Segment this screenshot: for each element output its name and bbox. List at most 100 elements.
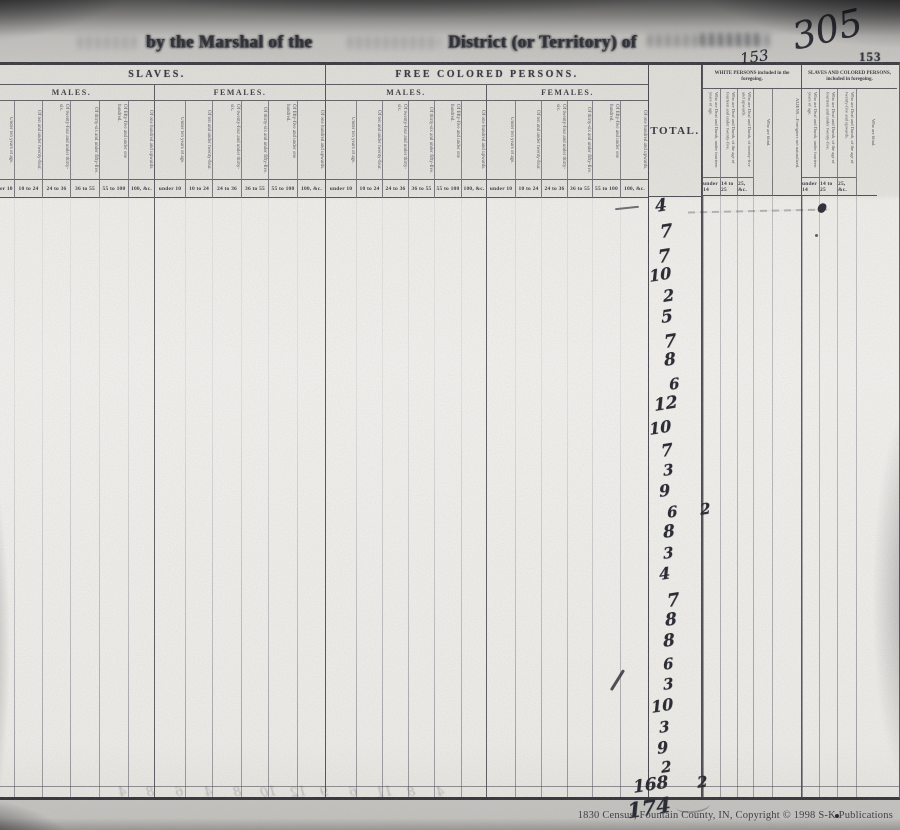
age-column: Of twenty-four and under thirty-six. 24 … — [42, 101, 70, 797]
age-columns: Under ten years of age. under 10 Of ten … — [0, 101, 154, 797]
sex-group-title: FEMALES. — [487, 85, 648, 101]
page-title-part2: District (or Territory) of — [448, 31, 637, 52]
age-column: Of ten and under twenty-four. 10 to 24 — [356, 101, 382, 797]
condition-sections: WHITE PERSONS included in the foregoing.… — [702, 65, 897, 797]
column-body-cell — [487, 198, 515, 797]
condition-range-label: 25, &c. — [737, 177, 753, 196]
age-column-label: Of thirty-six and under fifty-five. — [241, 101, 268, 179]
age-range-label: 24 to 36 — [382, 179, 408, 198]
condition-columns: Who are Deaf and Dumb, under fourteen ye… — [802, 89, 897, 797]
column-body-cell — [382, 198, 408, 797]
age-columns: Under ten years of age. under 10 Of ten … — [487, 101, 648, 797]
column-body-cell — [802, 196, 819, 797]
handwritten-total-value: 10 — [648, 263, 672, 286]
age-range-label: 55 to 100 — [99, 179, 128, 198]
title-ghost-left — [78, 36, 136, 49]
handwritten-total-value: 7 — [659, 220, 674, 243]
sex-groups: MALES. Under ten years of age. under 10 — [326, 85, 648, 797]
handwritten-total-value: 5 — [660, 306, 674, 328]
page-title-part1: by the Marshal of the — [146, 31, 313, 52]
age-column-label: Of fifty-five and under one hundred. — [434, 101, 461, 179]
column-body-cell — [772, 196, 801, 797]
handwritten-side-value: 2 — [696, 772, 709, 792]
sex-group-title: FEMALES. — [155, 85, 325, 101]
age-range-label: 36 to 55 — [567, 179, 592, 198]
column-body-cell — [541, 198, 567, 797]
age-column-label: Of one hundred and upwards. — [297, 101, 325, 179]
age-column-label: Of one hundred and upwards. — [128, 101, 154, 179]
section-title: FREE COLORED PERSONS. — [326, 65, 648, 85]
column-body-cell — [620, 198, 648, 797]
age-column: Of ten and under twenty-four. 10 to 24 — [185, 101, 212, 797]
age-column-label: Under ten years of age. — [509, 116, 514, 164]
ink-dot-mark — [815, 234, 818, 237]
age-column-label: Of fifty-five and under one hundred. — [268, 101, 297, 179]
printed-page-number: 153 — [859, 49, 882, 64]
column-body-cell — [128, 198, 154, 797]
age-column: Under ten years of age. under 10 — [155, 101, 185, 797]
handwritten-side-value: 2 — [699, 499, 712, 519]
handwritten-total-value: 7 — [666, 589, 681, 612]
condition-range-label — [753, 177, 772, 196]
column-body-cell — [856, 196, 877, 797]
condition-columns: Who are Deaf and Dumb, under fourteen ye… — [703, 89, 801, 797]
condition-section-title: SLAVES AND COLORED PERSONS, included in … — [802, 65, 897, 89]
ghost-digit: 8 — [145, 784, 156, 801]
age-column: Of fifty-five and under one hundred. 55 … — [268, 101, 297, 797]
condition-column-label: Who are blind. — [753, 89, 772, 177]
handwritten-total-value: 7 — [660, 440, 674, 462]
column-body-cell — [42, 198, 70, 797]
column-body-cell — [268, 198, 297, 797]
condition-column: Who are Deaf and Dumb, under fourteen ye… — [802, 89, 819, 797]
condition-column-label: Who are Deaf and Dumb, under fourteen ye… — [807, 92, 818, 168]
age-range-label: 36 to 55 — [241, 179, 268, 198]
column-body-cell — [356, 198, 382, 797]
sex-group-title: MALES. — [0, 85, 154, 101]
age-column-label: Under ten years of age. — [350, 116, 355, 164]
age-column: Of thirty-six and under fifty-five. 36 t… — [241, 101, 268, 797]
age-range-label: 36 to 55 — [70, 179, 99, 198]
ghost-digit: 6 — [348, 784, 359, 801]
age-columns: Under ten years of age. under 10 Of ten … — [326, 101, 486, 797]
sex-group: FEMALES. Under ten years of age. under 1… — [486, 85, 648, 797]
column-body-cell — [70, 198, 99, 797]
ghost-digit: 4 — [203, 784, 214, 801]
ghost-digit: 4 — [435, 784, 446, 801]
condition-column: Who are Deaf and Dumb, under fourteen ye… — [703, 89, 720, 797]
ghost-digit: 11 — [375, 784, 394, 801]
total-column-header: TOTAL. — [649, 65, 701, 197]
age-column: Of ten and under twenty-four. 10 to 24 — [14, 101, 42, 797]
age-range-label: 10 to 24 — [356, 179, 382, 198]
condition-section: WHITE PERSONS included in the foregoing.… — [702, 65, 801, 797]
ghost-digit: 12 — [289, 784, 308, 801]
age-column-label: Of ten and under twenty-four. — [515, 101, 541, 179]
column-body-cell — [703, 196, 720, 797]
age-range-label: 100, &c. — [297, 179, 325, 198]
age-column-label: Of ten and under twenty-four. — [14, 101, 42, 179]
column-body-cell — [241, 198, 268, 797]
age-range-label: 10 to 24 — [14, 179, 42, 198]
age-column-label: Of fifty-five and under one hundred. — [592, 101, 620, 179]
age-column-label: Under ten years of age. — [8, 116, 13, 164]
title-ghost-middle — [348, 36, 440, 49]
column-body-cell — [0, 198, 14, 797]
condition-column: Who are Deaf and Dumb, of twenty-five an… — [737, 89, 753, 797]
age-range-label: 24 to 36 — [212, 179, 241, 198]
age-column-label: Of fifty-five and under one hundred. — [99, 101, 128, 179]
age-column-label: Of one hundred and upwards. — [461, 101, 486, 179]
condition-column-label: Who are Deaf and Dumb, of twenty-five an… — [737, 89, 753, 177]
column-body-cell — [408, 198, 434, 797]
age-range-label: under 10 — [326, 179, 356, 198]
age-section: FREE COLORED PERSONS. MALES. Under ten y… — [325, 65, 648, 797]
condition-column-label: Who are Deaf and Dumb, of the age of fou… — [720, 89, 737, 177]
condition-column-label: ALIENS—Foreigners not naturalized. — [772, 89, 801, 177]
age-column: Under ten years of age. under 10 — [487, 101, 515, 797]
handwritten-total-value: 8 — [664, 609, 678, 631]
age-range-label: 100, &c. — [128, 179, 154, 198]
condition-section-title: WHITE PERSONS included in the foregoing. — [703, 65, 801, 89]
sex-group: FEMALES. Under ten years of age. under 1… — [154, 85, 325, 797]
ghost-digit: 8 — [232, 784, 243, 801]
handwritten-total-value: 6 — [666, 502, 679, 522]
column-body-cell — [297, 198, 325, 797]
age-column-label: Of thirty-six and under fifty-five. — [408, 101, 434, 179]
